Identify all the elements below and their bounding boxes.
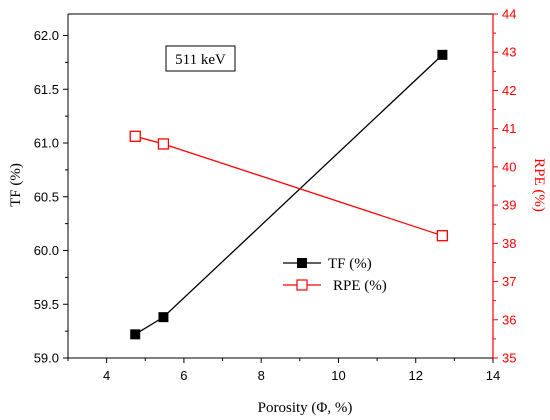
y-axis-right-title: RPE (%): [531, 158, 547, 212]
legend-marker-rpe: [296, 279, 308, 291]
annotation-label: 511 keV: [175, 52, 226, 68]
y-axis-right: 35 36 37 38 39 40 41 42 43 44: [493, 7, 516, 366]
y-left-tick-label: 61.5: [34, 82, 59, 97]
legend-marker-tf: [297, 258, 307, 268]
y-left-tick-label: 61.0: [34, 136, 59, 151]
x-tick-label: 8: [258, 368, 265, 383]
x-tick-label: 4: [103, 368, 110, 383]
y-right-tick-label: 38: [502, 236, 516, 251]
y-right-tick-label: 43: [502, 45, 516, 60]
plot-frame: [67, 13, 494, 359]
legend: TF (%) RPE (%): [283, 256, 387, 294]
y-axis-left: 59.0 59.5 60.0 60.5 61.0 61.5 62.0: [34, 28, 68, 366]
y-right-tick-label: 40: [502, 159, 516, 174]
y-axis-left-title: TF (%): [8, 163, 24, 207]
legend-label-rpe: RPE (%): [333, 278, 387, 294]
data-point-tf: [437, 49, 448, 60]
y-left-tick-label: 62.0: [34, 28, 59, 43]
x-tick-label: 12: [408, 368, 422, 383]
x-tick-label: 6: [180, 368, 187, 383]
y-right-tick-label: 44: [502, 7, 516, 22]
y-left-tick-label: 59.5: [34, 297, 59, 312]
data-point-rpe: [129, 130, 141, 142]
x-axis: 4 6 8 10 12 14: [67, 358, 500, 383]
series-group: [129, 49, 449, 340]
x-tick-label: 14: [486, 368, 500, 383]
y-right-tick-label: 35: [502, 351, 516, 366]
data-point-tf: [130, 329, 141, 340]
series-line-rpe: [135, 135, 443, 237]
data-point-tf: [158, 312, 169, 323]
y-left-tick-label: 60.5: [34, 189, 59, 204]
y-right-tick-label: 36: [502, 312, 516, 327]
data-point-rpe: [436, 230, 449, 242]
y-left-tick-label: 59.0: [34, 351, 59, 366]
y-right-tick-label: 37: [502, 274, 516, 289]
legend-label-tf: TF (%): [328, 256, 372, 272]
data-point-rpe: [157, 138, 170, 150]
annotation-frame: [165, 45, 236, 72]
y-right-tick-label: 39: [502, 198, 516, 213]
x-axis-title: Porosity (Φ, %): [258, 400, 353, 416]
y-right-tick-label: 41: [502, 121, 516, 136]
y-left-tick-label: 60.0: [34, 243, 59, 258]
series-line-tf: [134, 54, 443, 335]
x-tick-label: 10: [331, 368, 345, 383]
annotation-box: 511 keV: [165, 45, 236, 72]
y-right-tick-label: 42: [502, 83, 516, 98]
